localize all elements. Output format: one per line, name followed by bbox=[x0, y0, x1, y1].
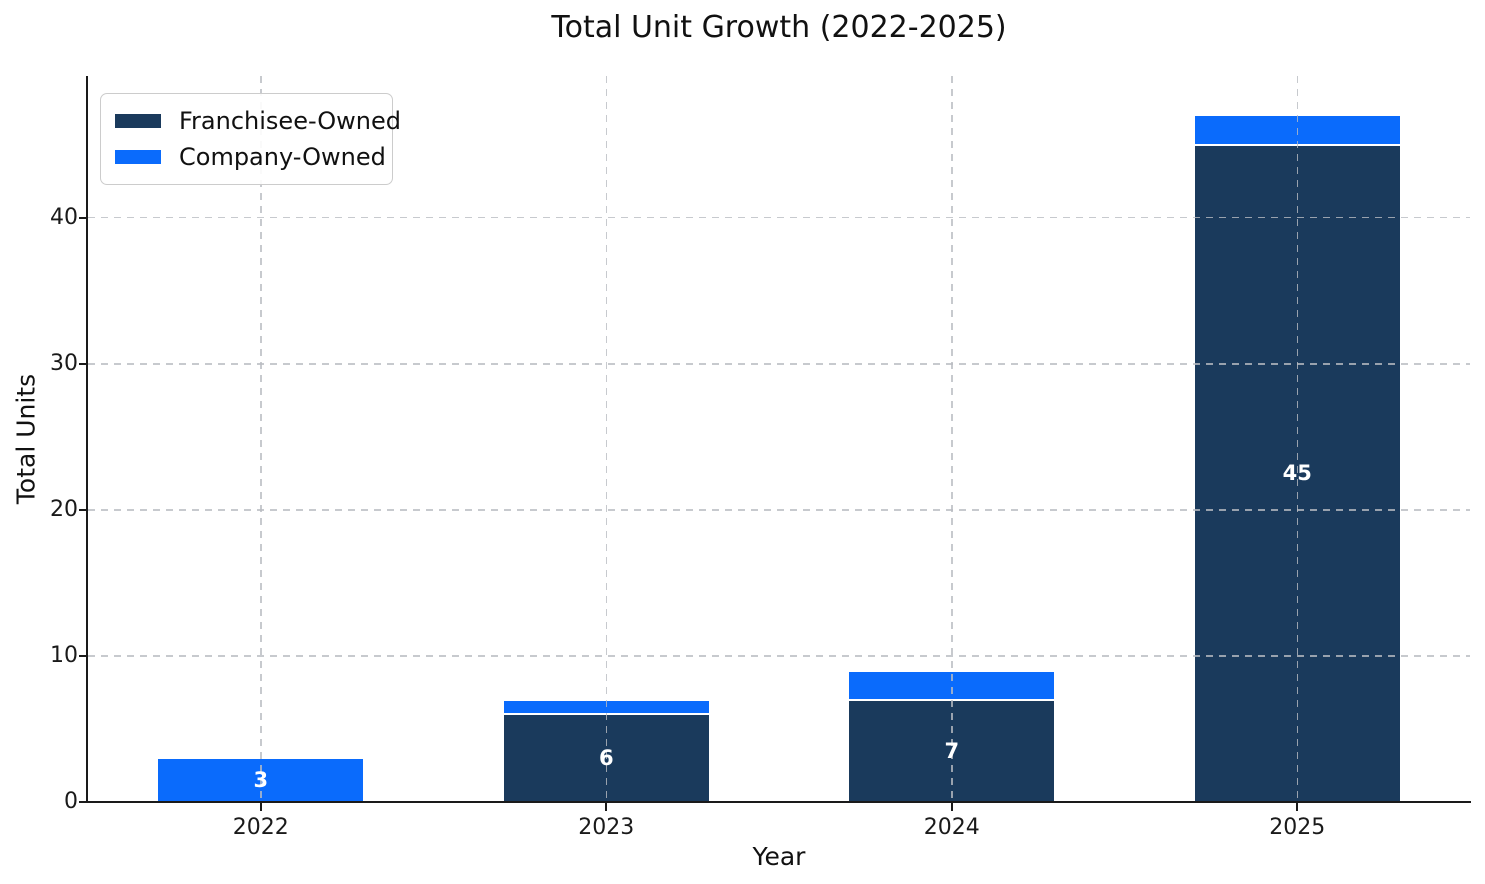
x-tick-mark bbox=[950, 802, 953, 811]
x-tick-label-2024: 2024 bbox=[923, 815, 980, 840]
x-axis-label: Year bbox=[752, 842, 806, 871]
legend-item: Franchisee-Owned bbox=[115, 103, 401, 139]
legend: Franchisee-Owned Company-Owned bbox=[100, 93, 401, 185]
y-tick-label: 40 bbox=[50, 204, 78, 230]
legend-swatch-icon bbox=[115, 150, 161, 164]
bar-value-label-2022: 3 bbox=[253, 768, 269, 793]
bar-value-label-2025: 45 bbox=[1282, 461, 1312, 486]
bar-segment-company-owned-2025 bbox=[1193, 115, 1401, 145]
y-tick-mark bbox=[79, 508, 88, 511]
x-tick-mark bbox=[605, 802, 608, 811]
y-tick-mark bbox=[79, 362, 88, 365]
y-tick-label: 20 bbox=[50, 496, 78, 522]
plot-area: 3 6 7 45 bbox=[88, 76, 1470, 802]
y-tick-label: 10 bbox=[50, 642, 78, 668]
legend-item: Company-Owned bbox=[115, 139, 386, 175]
bar-value-label-2024: 7 bbox=[944, 738, 960, 763]
legend-swatch-icon bbox=[115, 114, 161, 128]
y-axis-spine bbox=[86, 76, 88, 803]
chart-title: Total Unit Growth (2022-2025) bbox=[551, 10, 1007, 45]
x-tick-label-2025: 2025 bbox=[1269, 815, 1326, 840]
x-tick-label-2023: 2023 bbox=[578, 815, 635, 840]
legend-item-label: Company-Owned bbox=[179, 143, 386, 171]
bar-value-label-2023: 6 bbox=[598, 746, 614, 771]
x-axis-spine bbox=[86, 801, 1471, 803]
bar-segment-company-owned-2024 bbox=[848, 670, 1056, 700]
x-tick-mark bbox=[259, 802, 262, 811]
x-tick-label-2022: 2022 bbox=[232, 815, 289, 840]
legend-item-label: Franchisee-Owned bbox=[179, 107, 402, 135]
y-tick-mark bbox=[79, 216, 88, 219]
bar-segment-company-owned-2023 bbox=[502, 699, 710, 715]
y-axis-label: Total Units bbox=[11, 373, 41, 505]
y-tick-mark bbox=[79, 654, 88, 657]
y-tick-label: 0 bbox=[64, 789, 78, 814]
gridline-vertical bbox=[605, 76, 607, 802]
x-tick-mark bbox=[1296, 802, 1299, 811]
y-tick-mark bbox=[79, 801, 88, 803]
y-tick-label: 30 bbox=[50, 350, 78, 376]
